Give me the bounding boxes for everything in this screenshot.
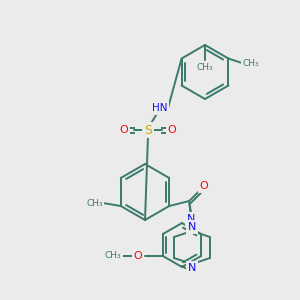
- Text: CH₃: CH₃: [86, 199, 103, 208]
- Text: CH₃: CH₃: [242, 59, 259, 68]
- Text: O: O: [120, 125, 128, 135]
- Text: O: O: [134, 251, 142, 261]
- Text: CH₃: CH₃: [105, 251, 121, 260]
- Text: HN: HN: [152, 103, 168, 113]
- Text: S: S: [144, 124, 152, 136]
- Text: N: N: [188, 222, 196, 232]
- Text: N: N: [187, 214, 195, 224]
- Text: O: O: [200, 181, 208, 191]
- Text: O: O: [168, 125, 176, 135]
- Text: N: N: [188, 263, 196, 273]
- Text: CH₃: CH₃: [197, 62, 213, 71]
